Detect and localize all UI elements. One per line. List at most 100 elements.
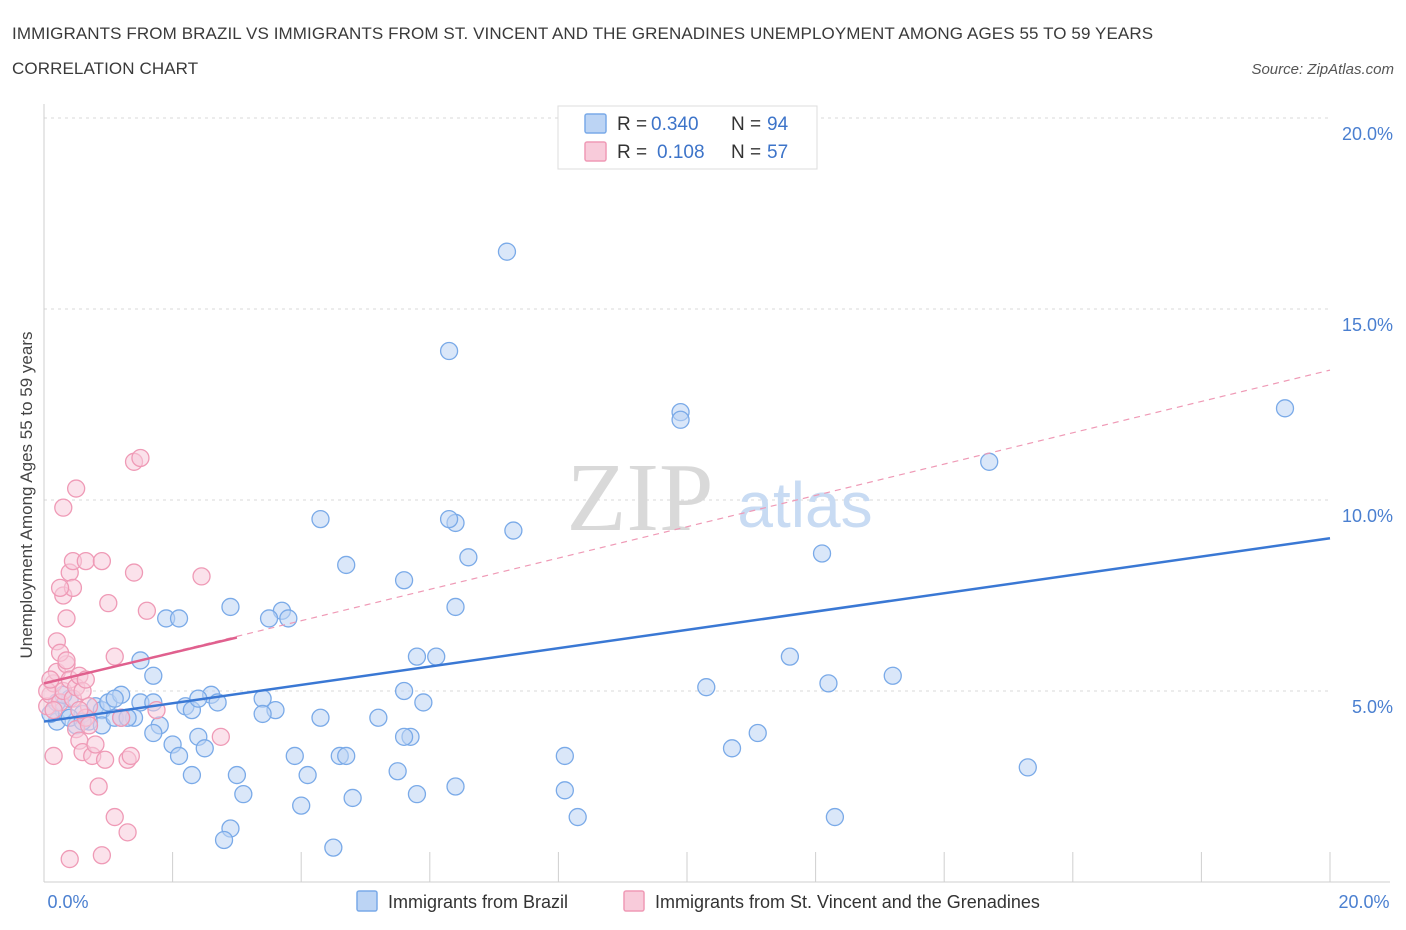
legend-swatch-brazil — [584, 113, 607, 134]
brazil-point-79 — [292, 796, 311, 815]
brazil-point-36 — [279, 609, 298, 628]
stvincent-point-33 — [67, 479, 86, 498]
brazil-point-51 — [446, 777, 465, 796]
brazil-point-32 — [195, 739, 214, 758]
brazil-point-44 — [394, 571, 414, 590]
brazil-point-81 — [169, 746, 189, 766]
stvincent-point-37 — [105, 647, 124, 666]
stvincent-point-52 — [89, 777, 108, 796]
legend-r-label-stvincent: R = — [617, 142, 647, 163]
stvincent-point-34 — [76, 551, 95, 571]
y-tick-label-1: 10.0% — [1342, 506, 1393, 526]
brazil-point-85 — [324, 838, 343, 857]
brazil-point-33 — [221, 597, 240, 617]
brazil-point-63 — [819, 674, 838, 693]
stvincent-point-39 — [121, 746, 140, 766]
brazil-point-59 — [697, 678, 716, 697]
stvincent-point-53 — [44, 746, 63, 766]
brazil-point-34 — [227, 765, 247, 785]
brazil-point-57 — [671, 410, 690, 429]
brazil-point-50 — [394, 681, 414, 701]
brazil-point-67 — [1018, 758, 1037, 777]
stvincent-point-43 — [124, 563, 144, 582]
brazil-point-60 — [722, 739, 742, 758]
stvincent-point-41 — [131, 448, 150, 468]
stvincent-point-44 — [112, 708, 131, 727]
legend-n-value-stvincent: 57 — [767, 142, 788, 163]
brazil-point-80 — [182, 765, 202, 785]
trendline-brazil — [43, 536, 1331, 723]
brazil-point-75 — [259, 609, 279, 628]
brazil-point-86 — [234, 784, 253, 804]
trendline-stvincent — [43, 636, 238, 685]
y-axis-title: Unemployment Among Ages 55 to 59 years — [17, 332, 36, 659]
brazil-point-87 — [414, 693, 433, 712]
stvincent-point-54 — [57, 651, 76, 670]
stvincent-point-56 — [95, 750, 115, 769]
brazil-point-27 — [144, 666, 163, 685]
bottom-legend-label-brazil: Immigrants from Brazil — [388, 892, 568, 912]
stvincent-point-49 — [192, 567, 211, 586]
trendline-stvincent-extended — [43, 369, 1331, 684]
chart-title: IMMIGRANTS FROM BRAZIL VS IMMIGRANTS FRO… — [12, 24, 1154, 78]
legend-r-value-stvincent: 0.108 — [657, 142, 705, 163]
brazil-point-78 — [298, 765, 317, 785]
stvincent-point-36 — [99, 593, 118, 613]
legend-n-value-brazil: 94 — [767, 114, 789, 135]
brazil-point-48 — [427, 647, 446, 666]
brazil-point-62 — [780, 647, 800, 666]
brazil-point-89 — [253, 704, 272, 724]
brazil-point-64 — [812, 544, 832, 563]
bottom-legend-label-stvincent: Immigrants from St. Vincent and the Gren… — [655, 892, 1040, 912]
stvincent-point-20 — [57, 609, 76, 628]
brazil-point-73 — [504, 521, 523, 540]
brazil-point-61 — [748, 723, 767, 743]
bottom-legend-swatch-brazil — [356, 890, 378, 912]
source-label: Source: ZipAtlas.com — [1251, 61, 1394, 78]
legend-r-value-brazil: 0.340 — [651, 114, 699, 135]
brazil-point-13 — [105, 689, 124, 708]
stvincent-point-50 — [211, 727, 230, 746]
y-tick-label-0: 5.0% — [1352, 697, 1393, 717]
stvincent-point-55 — [70, 700, 89, 720]
brazil-point-38 — [311, 509, 330, 529]
axes — [43, 104, 1390, 883]
brazil-point-42 — [407, 647, 427, 666]
stvincent-point-16 — [44, 700, 63, 720]
stvincent-point-42 — [137, 601, 157, 620]
brazil-point-25 — [169, 609, 189, 628]
brazil-point-66 — [883, 666, 902, 685]
y-tick-label-3: 20.0% — [1342, 124, 1393, 144]
brazil-point-41 — [337, 746, 356, 766]
stvincent-point-45 — [105, 807, 124, 827]
stvincent-point-30 — [50, 578, 70, 598]
brazil-point-88 — [407, 784, 427, 804]
brazil-point-55 — [568, 807, 587, 827]
bottom-legend: Immigrants from Brazil Immigrants from S… — [356, 890, 1040, 912]
brazil-point-39 — [285, 746, 304, 766]
legend-swatch-stvincent — [584, 141, 607, 162]
brazil-point-70 — [439, 341, 459, 361]
stvincent-point-31 — [54, 498, 73, 517]
watermark-atlas: atlas — [737, 469, 872, 541]
legend-n-label-stvincent: N = — [731, 142, 761, 163]
brazil-point-54 — [555, 781, 574, 800]
stvincent-point-27 — [79, 716, 99, 735]
brazil-point-74 — [439, 509, 459, 529]
brazil-point-65 — [825, 807, 845, 827]
bottom-legend-swatch-stvincent — [623, 890, 645, 912]
trend-lines — [43, 369, 1331, 723]
x-tick-label-min: 0.0% — [47, 892, 88, 912]
brazil-point-68 — [1275, 399, 1295, 418]
gridlines — [44, 117, 1330, 692]
brazil-point-47 — [394, 727, 414, 746]
brazil-point-71 — [446, 597, 465, 617]
x-tick-label-max: 20.0% — [1338, 892, 1389, 912]
series-stvincent-points — [38, 448, 230, 869]
stvincent-point-46 — [118, 823, 137, 842]
brazil-point-52 — [459, 548, 478, 567]
y-tick-labels: 5.0% 10.0% 15.0% 20.0% — [1342, 124, 1393, 717]
brazil-point-76 — [311, 708, 330, 727]
brazil-point-46 — [388, 762, 407, 781]
